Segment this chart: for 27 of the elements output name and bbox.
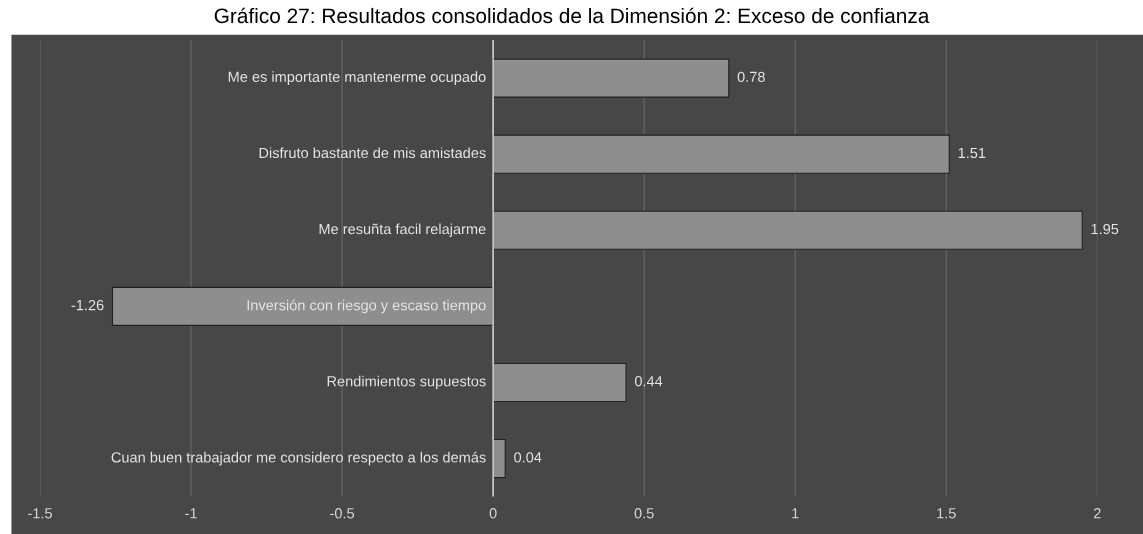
data-label: 1.95 — [1091, 223, 1119, 235]
x-tick-label: 2 — [1093, 508, 1101, 519]
bar — [492, 134, 950, 174]
bar — [111, 286, 494, 326]
data-label: 0.44 — [634, 376, 663, 387]
x-tick-label: -0.5 — [330, 508, 355, 519]
data-label: 1.51 — [958, 147, 986, 159]
x-tick-label: -1.5 — [28, 508, 52, 519]
x-tick-label: 1 — [792, 508, 799, 519]
y-tick-label: Rendimientos supuestos — [327, 375, 486, 390]
chart-title: Gráfico 27: Resultados consolidados de la Dimensión 2: Exceso de confianza — [214, 7, 930, 24]
y-tick-label: Inversión con riesgo y escaso tiempo — [247, 299, 486, 314]
x-tick-label: -1 — [185, 508, 197, 519]
y-tick-label: Cuan buen trabajador me considero respecto a los demás — [111, 451, 486, 466]
bar — [492, 58, 730, 98]
data-label: -1.26 — [71, 299, 104, 311]
bar — [492, 438, 506, 479]
y-tick-label: Disfruto bastante de mis amistades — [259, 147, 486, 159]
data-label: 0.04 — [514, 452, 542, 463]
data-label: 0.78 — [737, 71, 765, 83]
bar — [492, 210, 1083, 250]
x-tick-label: 0 — [489, 508, 497, 519]
y-tick-label: Me es importante mantenerme ocupado — [228, 71, 486, 85]
x-tick-label: 0.5 — [634, 508, 654, 519]
y-tick-label: Me resuñta facil relajarme — [319, 223, 486, 238]
bar — [492, 362, 627, 403]
x-tick-label: 1.5 — [937, 508, 956, 519]
